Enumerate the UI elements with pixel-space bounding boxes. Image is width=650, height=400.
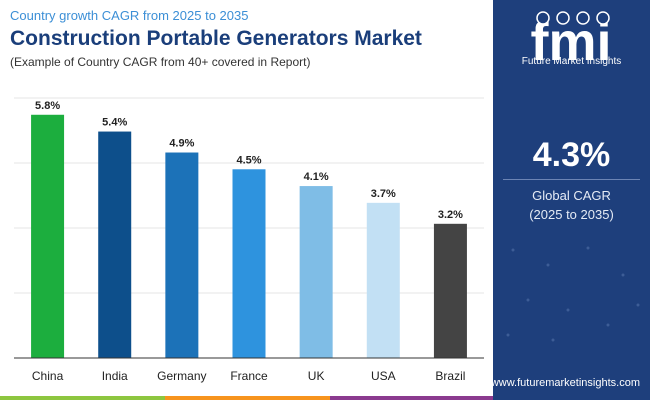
bar-china [31, 114, 65, 358]
chart-title: Construction Portable Generators Market [10, 27, 422, 50]
x-tick-label-uk: UK [308, 369, 325, 383]
bar-chart: 5.8% China 5.4% India 4.9% Germany 4.5% France 4… [14, 97, 484, 383]
divider [503, 179, 640, 180]
bar-india [98, 131, 132, 358]
header: Country growth CAGR from 2025 to 2035 Co… [10, 8, 490, 70]
data-label-france: 4.5% [236, 154, 261, 166]
x-tick-label-usa: USA [371, 369, 396, 383]
data-label-china: 5.8% [35, 100, 60, 112]
x-tick-label-china: China [32, 369, 64, 383]
data-label-brazil: 3.2% [438, 209, 463, 221]
global-cagr-value: 4.3% [532, 136, 611, 174]
x-tick-label-germany: Germany [157, 369, 206, 383]
global-cagr-label-line1: Global CAGR [532, 188, 611, 203]
x-tick-label-brazil: Brazil [435, 369, 465, 383]
bar-usa [366, 202, 400, 358]
summary-panel: fmi Future Market Insights 4.3% Global C… [493, 0, 650, 400]
data-label-india: 5.4% [102, 117, 127, 129]
x-tick-label-india: India [102, 369, 128, 383]
x-tick-label-france: France [230, 369, 268, 383]
chart-subtitle: Country growth CAGR from 2025 to 2035 [10, 8, 249, 23]
website-url[interactable]: www.futuremarketinsights.com [490, 377, 640, 389]
bottom-stripe [0, 396, 650, 400]
global-cagr-label: Global CAGR (2025 to 2035) [493, 186, 650, 224]
data-label-usa: 3.7% [371, 188, 396, 200]
data-label-germany: 4.9% [169, 138, 194, 150]
bar-germany [165, 152, 199, 358]
brand-name: Future Market Insights [521, 56, 622, 67]
data-label-uk: 4.1% [304, 171, 329, 183]
bar-uk [299, 186, 333, 358]
bar-france [232, 169, 266, 358]
dot-pattern [506, 246, 640, 342]
global-cagr-label-line2: (2025 to 2035) [529, 207, 614, 222]
chart-note: (Example of Country CAGR from 40+ covere… [10, 55, 311, 69]
bar-brazil [433, 223, 467, 358]
fmi-logo: fmi [531, 11, 612, 72]
